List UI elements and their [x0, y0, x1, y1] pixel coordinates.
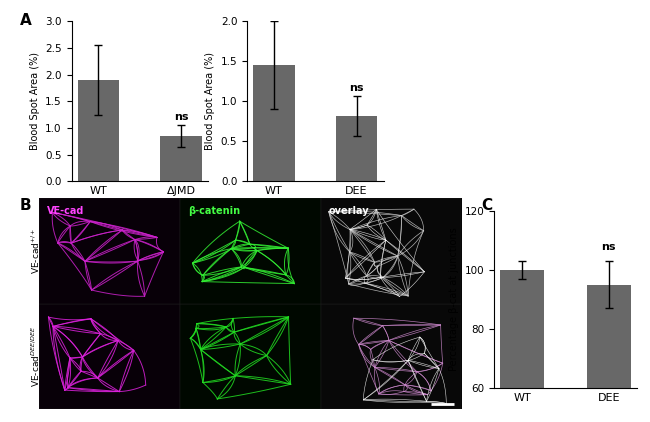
- Bar: [39, 304, 180, 409]
- Bar: [254, 65, 294, 181]
- Text: ns: ns: [602, 242, 616, 252]
- Bar: [78, 80, 119, 181]
- Text: ns: ns: [349, 83, 364, 93]
- Text: VE-cad$^{+/+}$: VE-cad$^{+/+}$: [30, 228, 42, 274]
- Text: B: B: [20, 198, 31, 214]
- Text: A: A: [20, 13, 31, 28]
- Y-axis label: Blood Spot Area (%): Blood Spot Area (%): [30, 52, 40, 150]
- Bar: [500, 270, 544, 422]
- Text: ns: ns: [174, 111, 188, 122]
- Text: β-catenin: β-catenin: [188, 206, 240, 216]
- Text: VE-cad$^{DEE/DEE}$: VE-cad$^{DEE/DEE}$: [30, 326, 42, 387]
- Text: VE-cad: VE-cad: [47, 206, 84, 216]
- Bar: [180, 304, 320, 409]
- Text: overlay: overlay: [329, 206, 370, 216]
- Bar: [336, 116, 377, 181]
- Y-axis label: Blood Spot Area (%): Blood Spot Area (%): [205, 52, 215, 150]
- Text: C: C: [481, 198, 492, 214]
- Bar: [180, 198, 320, 304]
- Bar: [587, 285, 630, 422]
- Bar: [320, 304, 462, 409]
- Bar: [320, 198, 462, 304]
- Y-axis label: Percentage β-cat at junctions: Percentage β-cat at junctions: [449, 228, 459, 371]
- Bar: [161, 136, 202, 181]
- Bar: [39, 198, 180, 304]
